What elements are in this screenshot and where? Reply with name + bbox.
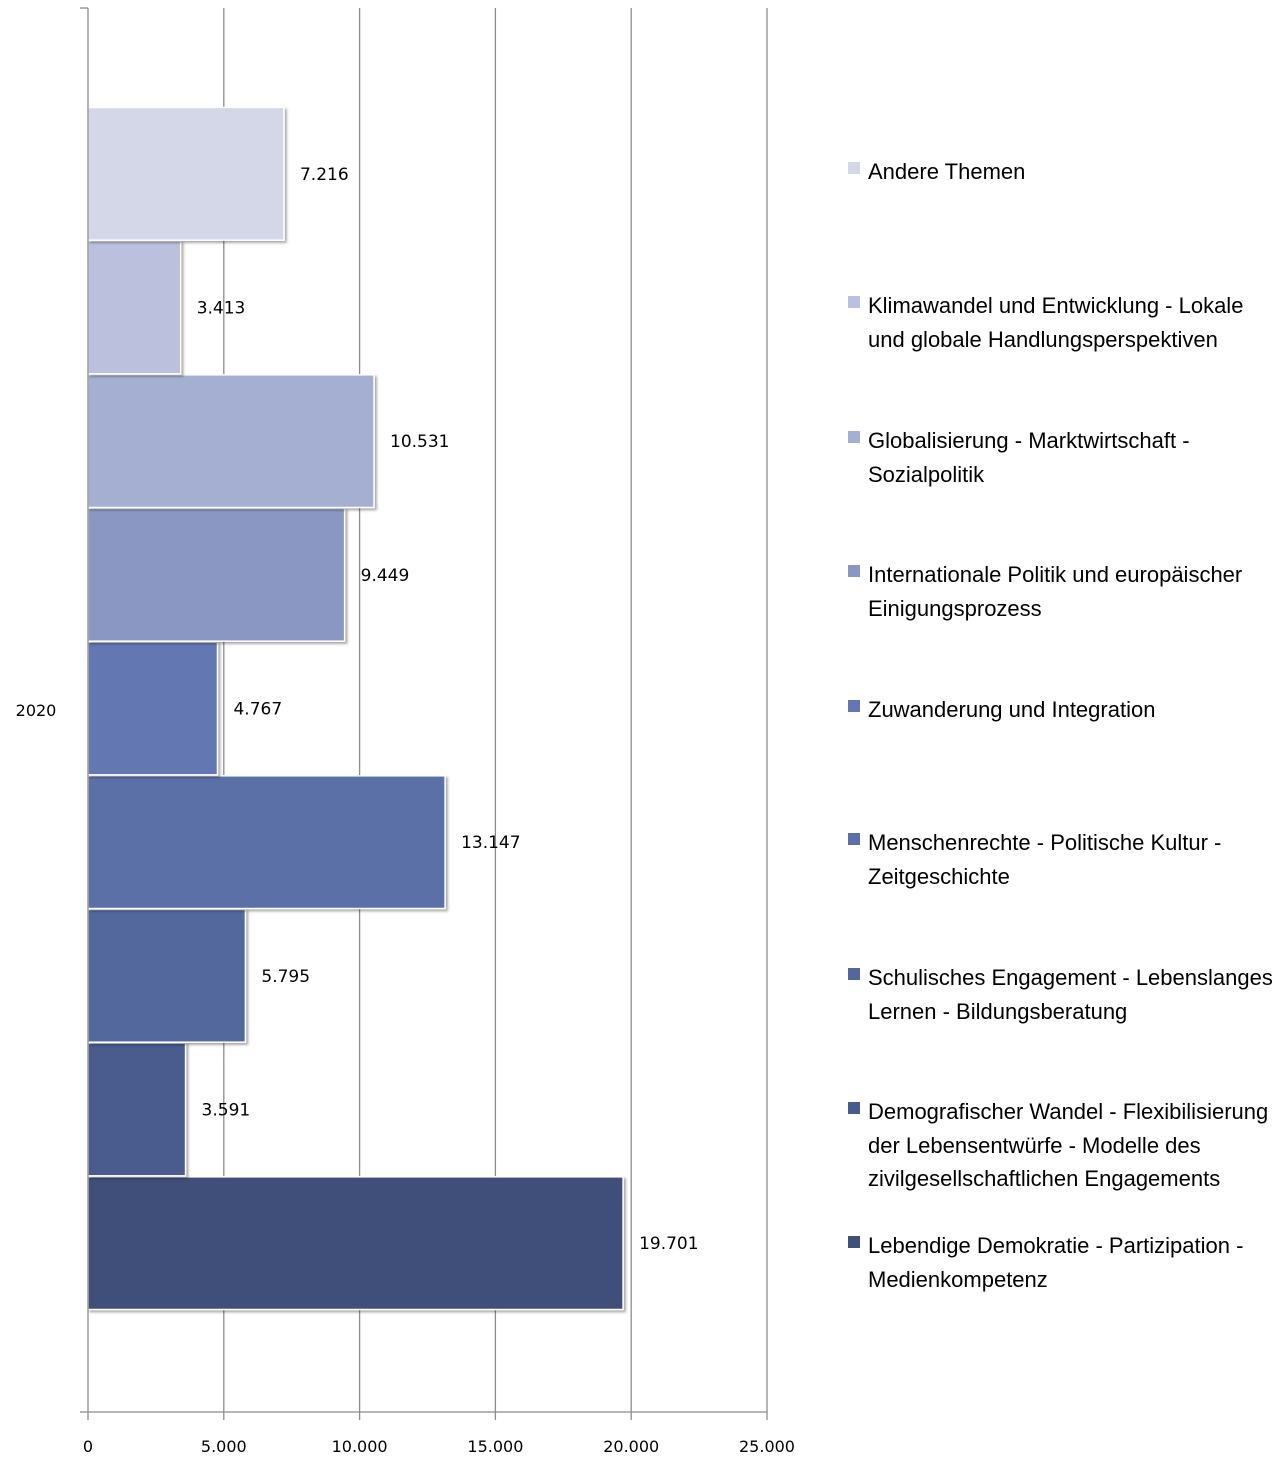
legend-item: Internationale Politik und europäischer …: [848, 558, 1278, 625]
legend-item: Schulisches Engagement - Lebenslanges Le…: [848, 961, 1278, 1028]
legend-label: Schulisches Engagement - Lebenslanges Le…: [868, 965, 1273, 1024]
data-label: 19.701: [639, 1234, 698, 1254]
legend-swatch: [848, 565, 860, 577]
bar: [87, 908, 247, 1043]
data-labels: 19.701 3.591 5.795 13.147 4.767 9.449 10.531 3.…: [197, 165, 699, 1254]
bar: [87, 240, 182, 375]
legend-label: Andere Themen: [868, 159, 1026, 184]
legend-label: Globalisierung - Marktwirtschaft - Sozia…: [868, 428, 1190, 487]
bar: [87, 374, 375, 509]
x-tick-label: 0: [83, 1437, 93, 1456]
data-label: 13.147: [461, 833, 520, 853]
x-tick-label: 5.000: [201, 1437, 247, 1456]
category-label: 2020: [16, 701, 57, 720]
legend-swatch: [848, 833, 860, 845]
legend-swatch: [848, 1236, 860, 1248]
legend-item: Demografischer Wandel - Flexibilisierung…: [848, 1095, 1278, 1196]
legend-item: Klimawandel und Entwicklung - Lokale und…: [848, 289, 1278, 356]
data-label: 3.591: [202, 1101, 251, 1121]
legend-label: Lebendige Demokratie - Partizipation - M…: [868, 1233, 1244, 1292]
legend-swatch: [848, 296, 860, 308]
legend-swatch: [848, 968, 860, 980]
bar: [87, 641, 219, 776]
bar: [87, 1042, 187, 1177]
legend-label: Demografischer Wandel - Flexibilisierung…: [868, 1099, 1269, 1191]
legend-swatch: [848, 431, 860, 443]
x-tick-label: 20.000: [603, 1437, 659, 1456]
legend-label: Menschenrechte - Politische Kultur - Zei…: [868, 830, 1222, 889]
x-tick-label: 25.000: [739, 1437, 795, 1456]
x-tick-label: 10.000: [332, 1437, 388, 1456]
legend-item: Lebendige Demokratie - Partizipation - M…: [848, 1229, 1278, 1296]
legend-label: Internationale Politik und europäischer …: [868, 562, 1243, 621]
legend-item: Menschenrechte - Politische Kultur - Zei…: [848, 826, 1278, 893]
legend-item: Zuwanderung und Integration: [848, 693, 1278, 727]
data-label: 10.531: [390, 432, 449, 452]
legend-label: Zuwanderung und Integration: [868, 697, 1156, 722]
data-label: 9.449: [361, 566, 410, 586]
x-tick-label: 15.000: [467, 1437, 523, 1456]
bar: [87, 1176, 624, 1311]
data-label: 7.216: [300, 165, 349, 185]
legend: Andere Themen Klimawandel und Entwicklung…: [848, 0, 1278, 1461]
legend-swatch: [848, 1102, 860, 1114]
x-axis: 0 5.000 10.000 15.000 20.000 25.000 2020: [16, 7, 795, 1456]
legend-item: Globalisierung - Marktwirtschaft - Sozia…: [848, 424, 1278, 491]
data-label: 3.413: [197, 299, 246, 319]
bar: [87, 106, 285, 241]
data-label: 5.795: [261, 967, 310, 987]
legend-swatch: [848, 700, 860, 712]
bar: [87, 507, 346, 642]
legend-swatch: [848, 162, 860, 174]
bars: [87, 106, 624, 1311]
bar: [87, 775, 446, 910]
data-label: 4.767: [233, 700, 282, 720]
legend-item: Andere Themen: [848, 155, 1278, 189]
legend-label: Klimawandel und Entwicklung - Lokale und…: [868, 293, 1244, 352]
